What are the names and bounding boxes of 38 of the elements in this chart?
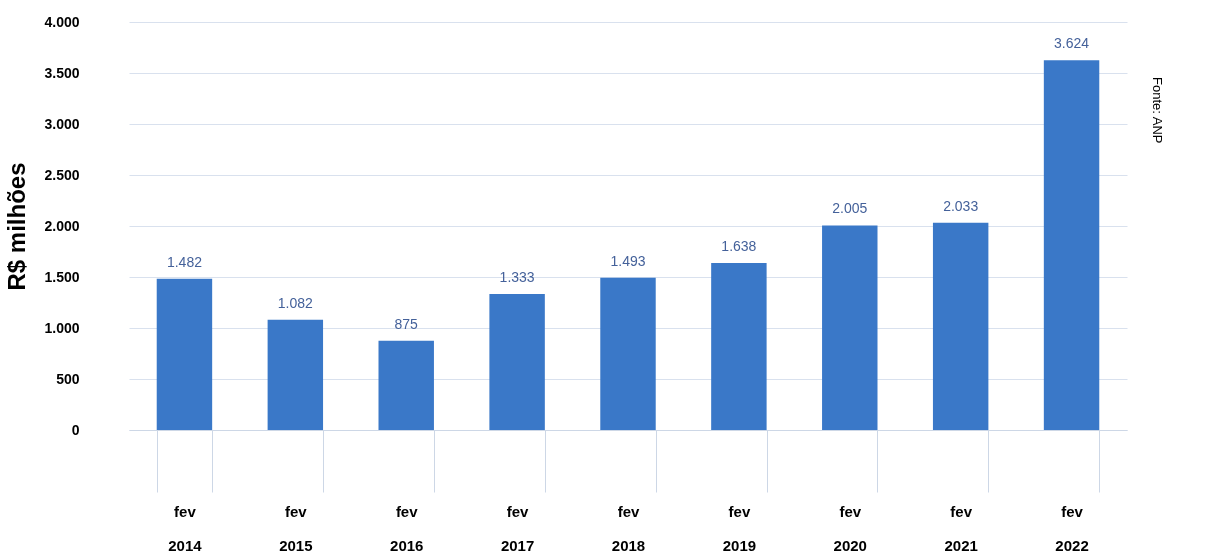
source-note: Fonte: ANP <box>1150 77 1165 144</box>
bar <box>267 319 324 430</box>
x-tick-label: fev 2014 <box>168 502 203 553</box>
y-tick-label: 2.000 <box>44 217 80 234</box>
y-tick-label: 0 <box>71 421 80 438</box>
x-tick-label: fev 2018 <box>611 502 646 553</box>
y-tick-label: 1.000 <box>44 319 80 336</box>
data-label: 1.493 <box>610 252 646 269</box>
data-label: 875 <box>394 315 419 332</box>
data-label: 1.082 <box>277 294 314 311</box>
x-tick-label: fev 2020 <box>833 502 867 553</box>
bar <box>156 278 213 430</box>
x-tick-label: fev 2017 <box>500 502 535 553</box>
y-tick-label: 3.000 <box>44 115 80 132</box>
bar <box>378 340 434 430</box>
bar <box>932 222 989 430</box>
data-label: 1.333 <box>499 269 535 286</box>
x-tick-label: fev 2022 <box>1055 502 1089 553</box>
data-label: 3.624 <box>1054 35 1090 52</box>
data-label: 1.638 <box>721 237 757 254</box>
y-tick-label: 500 <box>56 370 80 387</box>
x-tick-label: fev 2016 <box>390 502 424 553</box>
x-tick-label: fev 2015 <box>279 502 313 553</box>
y-tick-label: 1.500 <box>44 268 80 285</box>
y-axis-title: R$ milhões <box>3 162 31 291</box>
bar <box>600 277 656 430</box>
data-label: 2.033 <box>943 197 979 214</box>
data-label: 1.482 <box>166 253 203 270</box>
x-tick-label: fev 2021 <box>944 502 978 553</box>
y-tick-label: 3.500 <box>44 64 80 81</box>
bar <box>489 294 545 430</box>
y-tick-label: 2.500 <box>44 166 80 183</box>
x-tick-label: fev 2019 <box>722 502 757 553</box>
bar <box>1043 60 1100 430</box>
bar <box>711 262 767 430</box>
data-label: 2.005 <box>832 200 868 217</box>
bar <box>822 225 878 430</box>
y-tick-label: 4.000 <box>44 13 80 30</box>
